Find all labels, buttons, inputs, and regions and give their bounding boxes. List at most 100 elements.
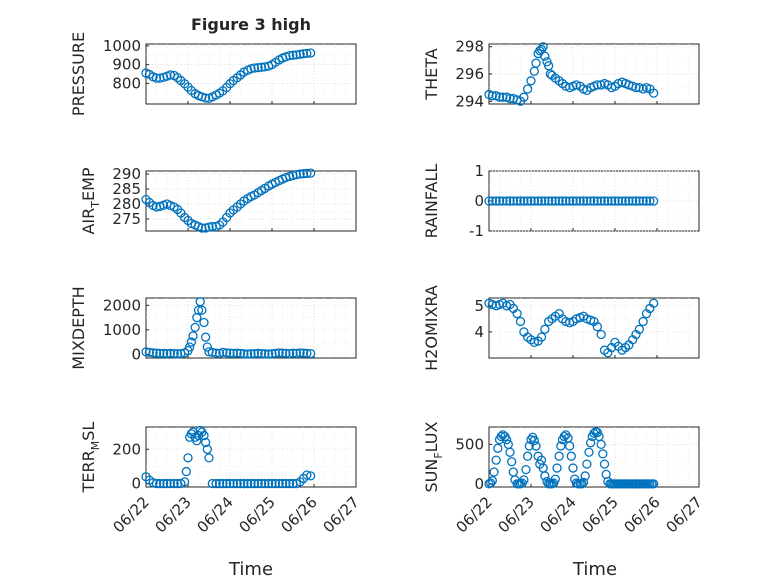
x-tick-label: 06/23 xyxy=(152,493,195,536)
data-point xyxy=(267,478,277,489)
data-point xyxy=(505,196,515,206)
x-tick-label: 06/24 xyxy=(194,493,237,536)
subplot-theta: 294 296 298 THETA xyxy=(422,38,700,110)
data-point xyxy=(239,478,249,489)
y-axis-label: RAINFALL xyxy=(422,164,441,239)
data-point xyxy=(529,435,540,446)
y-tick-label: 2000 xyxy=(103,296,141,314)
y-tick-label: 296 xyxy=(455,65,484,83)
y-tick-label: -1 xyxy=(469,222,484,240)
y-tick-label: 800 xyxy=(112,74,141,92)
data-point xyxy=(624,196,634,206)
data-point xyxy=(197,305,207,315)
y-tick-label: 0 xyxy=(474,192,484,210)
data-point xyxy=(305,48,316,58)
data-point xyxy=(256,348,267,359)
y-tick-label: 290 xyxy=(112,165,141,183)
data-point xyxy=(263,478,274,489)
y-axis-label: H2OMIXRA xyxy=(422,285,441,371)
data-point xyxy=(162,348,172,359)
data-point xyxy=(162,478,172,489)
x-tick-label: 06/25 xyxy=(236,493,279,536)
data-point xyxy=(200,437,211,448)
data-point xyxy=(526,196,536,206)
data-point xyxy=(533,196,543,206)
y-axis-label: AIRTEMP xyxy=(79,167,102,234)
data-point xyxy=(561,196,571,206)
data-point xyxy=(151,348,162,358)
data-point xyxy=(270,348,281,358)
y-tick-label: 298 xyxy=(455,38,484,56)
data-point xyxy=(190,322,200,333)
data-point xyxy=(225,478,235,489)
data-point xyxy=(491,455,501,465)
x-tick-label: 06/25 xyxy=(579,493,622,536)
data-point xyxy=(302,470,312,480)
data-point xyxy=(281,478,291,489)
data-point xyxy=(521,464,531,475)
data-point xyxy=(547,196,557,206)
data-point xyxy=(242,478,253,489)
data-point xyxy=(302,348,312,358)
data-point xyxy=(202,444,212,454)
data-point xyxy=(242,349,253,359)
data-point xyxy=(519,196,529,206)
data-point xyxy=(610,196,620,206)
data-point xyxy=(225,348,235,358)
data-point xyxy=(550,196,561,206)
data-point xyxy=(592,196,603,206)
data-point xyxy=(302,168,312,179)
data-point xyxy=(498,92,508,102)
y-tick-label: 900 xyxy=(112,56,141,74)
data-point xyxy=(291,169,302,180)
data-point xyxy=(536,196,547,206)
data-point xyxy=(305,348,316,359)
data-point xyxy=(580,471,590,481)
y-tick-label: 1000 xyxy=(103,37,141,55)
data-point xyxy=(596,439,606,450)
data-point xyxy=(507,457,517,467)
data-point xyxy=(284,50,295,61)
data-point xyxy=(284,478,295,489)
data-point xyxy=(260,349,270,359)
y-tick-label: 4 xyxy=(474,323,484,341)
y-tick-label: 1000 xyxy=(103,321,141,339)
data-point xyxy=(169,478,179,489)
data-point xyxy=(199,317,209,328)
x-axis-label-right: Time xyxy=(572,559,617,580)
data-point xyxy=(487,196,498,206)
data-point xyxy=(486,478,496,488)
data-point xyxy=(298,169,309,179)
data-point xyxy=(575,196,585,206)
data-point xyxy=(582,196,592,206)
x-tick-label: 06/24 xyxy=(537,493,580,536)
data-point xyxy=(291,50,302,60)
data-point xyxy=(239,349,249,359)
data-point xyxy=(281,348,291,358)
y-tick-label: 500 xyxy=(455,435,484,453)
data-point xyxy=(508,196,519,206)
data-point xyxy=(179,477,190,487)
y-tick-label: 0 xyxy=(131,345,141,363)
y-axis-label: PRESSURE xyxy=(69,32,88,116)
data-point xyxy=(246,478,256,489)
data-point xyxy=(158,348,169,358)
data-point xyxy=(494,196,505,206)
data-point xyxy=(641,196,652,206)
data-point xyxy=(582,459,592,469)
data-point xyxy=(531,441,541,451)
data-point xyxy=(638,316,648,327)
data-point xyxy=(617,196,627,206)
data-point xyxy=(512,309,522,319)
data-point xyxy=(648,298,659,308)
data-point xyxy=(270,478,281,489)
data-point xyxy=(214,478,225,489)
data-point xyxy=(172,349,183,359)
figure-title: Figure 3 high xyxy=(191,15,311,34)
data-point xyxy=(144,347,155,358)
y-axis-label: THETA xyxy=(422,48,441,100)
data-point xyxy=(218,347,228,358)
data-point xyxy=(585,438,596,448)
